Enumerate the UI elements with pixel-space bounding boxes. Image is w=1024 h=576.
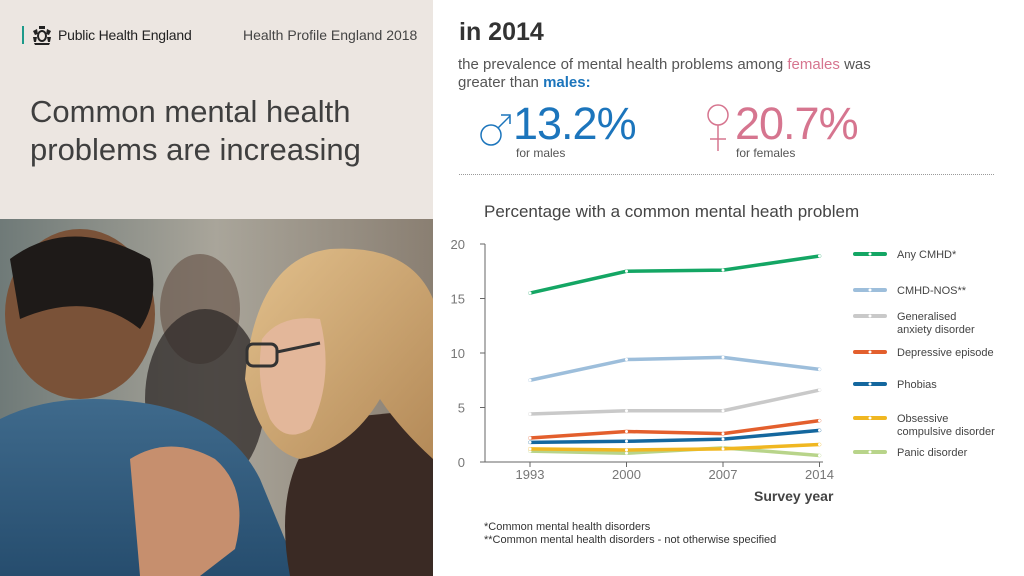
series-point	[528, 440, 532, 444]
series-line	[528, 418, 822, 440]
series-point	[818, 367, 821, 371]
males-word: males:	[543, 74, 591, 91]
series-point	[818, 419, 821, 423]
y-tick-label: 15	[451, 292, 465, 307]
footnote-2: **Common mental health disorders - not o…	[484, 534, 777, 546]
series-line	[528, 355, 822, 382]
series-point	[625, 451, 628, 455]
legend-swatch-dot	[868, 314, 872, 318]
female-stat: 20.7% for females	[704, 98, 894, 163]
series-point	[818, 388, 821, 392]
y-tick-label: 10	[451, 346, 465, 361]
brand-accent-bar	[22, 26, 24, 44]
footnotes: *Common mental health disorders **Common…	[484, 521, 776, 547]
series-point	[625, 269, 628, 273]
male-symbol-icon	[480, 114, 511, 146]
female-symbol-icon	[707, 104, 729, 151]
footnote-1: *Common mental health disorders	[484, 521, 651, 533]
series-point	[625, 439, 628, 443]
legend-label: Phobias	[897, 379, 937, 391]
legend-label: Obsessive	[897, 413, 948, 425]
legend-swatch-dot	[868, 382, 872, 386]
royal-crest-icon	[33, 26, 51, 45]
male-percentage: 13.2%	[513, 98, 637, 149]
legend-label: Generalised	[897, 311, 956, 323]
legend-label: anxiety disorder	[897, 324, 975, 336]
series-line	[528, 388, 822, 416]
legend-label: Any CMHD*	[897, 249, 957, 261]
series-point	[528, 291, 532, 295]
series-point	[625, 429, 628, 433]
male-label: for males	[516, 146, 566, 160]
females-word: females	[787, 56, 840, 73]
y-tick-label: 0	[458, 455, 465, 470]
series-line	[528, 254, 822, 295]
legend-label: compulsive disorder	[897, 426, 995, 438]
series-point	[528, 378, 532, 382]
section-divider	[459, 174, 994, 175]
year-heading: in 2014	[459, 18, 544, 46]
series-point	[625, 409, 628, 413]
y-tick-label: 5	[458, 401, 465, 416]
legend-swatch-dot	[868, 252, 872, 256]
series-point	[818, 428, 821, 432]
title-panel: Public Health England Health Profile Eng…	[0, 0, 433, 219]
series-point	[721, 268, 725, 272]
series-point	[528, 436, 532, 440]
page-headline: Common mental health problems are increa…	[30, 94, 361, 167]
female-label: for females	[736, 146, 796, 160]
x-tick-label: 1993	[516, 467, 545, 482]
series-point	[818, 254, 821, 258]
profile-title: Health Profile England 2018	[243, 27, 418, 43]
photo-illustration	[0, 219, 433, 576]
statement-mid: was greater than	[458, 56, 871, 91]
x-tick-label: 2000	[612, 467, 641, 482]
male-stat: 13.2% for males	[479, 98, 659, 163]
series-point	[721, 355, 725, 359]
left-panel: Public Health England Health Profile Eng…	[0, 0, 433, 576]
y-tick-label: 20	[451, 237, 465, 252]
series-point	[721, 409, 725, 413]
x-axis-label: Survey year	[754, 488, 834, 504]
series-point	[818, 453, 821, 457]
right-panel: in 2014 the prevalence of mental health …	[433, 0, 1024, 576]
female-percentage: 20.7%	[735, 98, 859, 149]
series-point	[721, 447, 725, 451]
line-chart: 0 5 10 15 20 1993 2000 2007 2014 Any CMHD* CMHD-NO…	[451, 237, 996, 482]
series-point	[625, 358, 628, 362]
series-point	[625, 448, 628, 452]
legend-label: Depressive episode	[897, 347, 994, 359]
legend-swatch-dot	[868, 416, 872, 420]
legend-swatch-dot	[868, 350, 872, 354]
legend-swatch-dot	[868, 450, 872, 454]
series-point	[721, 432, 725, 436]
series-point	[818, 443, 821, 447]
series-line	[528, 442, 822, 452]
prevalence-statement: the prevalence of mental health problems…	[458, 56, 878, 92]
x-tick-label: 2014	[805, 467, 834, 482]
org-name: Public Health England	[58, 27, 192, 43]
legend-label: Panic disorder	[897, 447, 968, 459]
series-point	[528, 447, 532, 451]
people-consoling-photo	[0, 219, 433, 576]
chart-title: Percentage with a common mental heath pr…	[484, 202, 860, 221]
series-point	[528, 412, 532, 416]
legend-label: CMHD-NOS**	[897, 285, 967, 297]
series-point	[721, 437, 725, 441]
statement-start: the prevalence of mental health problems…	[458, 56, 788, 73]
legend-swatch-dot	[868, 288, 872, 292]
x-tick-label: 2007	[709, 467, 738, 482]
series-line	[528, 428, 822, 445]
